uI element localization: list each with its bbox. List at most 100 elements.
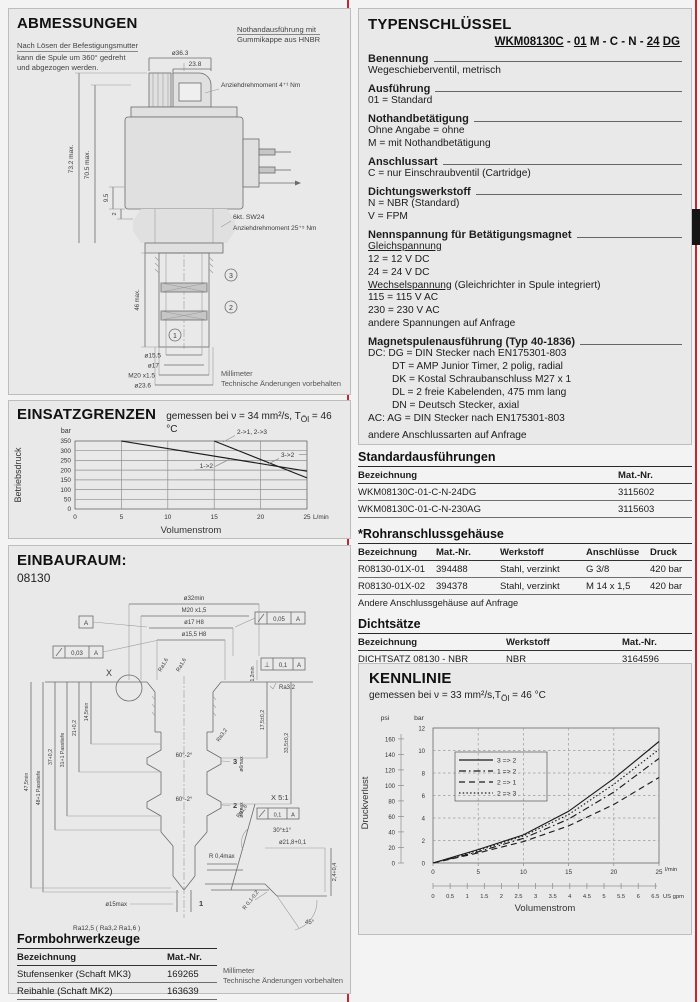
datum-ref: A [291,813,295,819]
dim-label: 2 [112,212,118,215]
section-title: EINBAURAUM: [17,552,127,569]
grid [433,728,659,863]
code-section-line: 115 = 115 V AC [368,292,439,304]
perpendicularity-symbol: ⊥ [264,662,270,669]
note-line: kann die Spule um 360° gedreht [17,51,139,62]
cell: 169265 [167,965,217,983]
port-number: 3 [229,273,233,280]
table-row: R08130-01X-01 394488 Stahl, verzinkt G 3… [358,560,692,578]
cartridge-length-dimension: 46 max. [135,252,159,348]
code-section-line: DT = AMP Junior Timer, 2 polig, radial [392,361,563,373]
dim-label: 21+0,2 [72,720,78,736]
datum-label: A [84,620,89,627]
curve-label: 3->2 [281,452,295,459]
detail-marker: X [106,668,112,678]
code-section-heading: Magnetspulenausführung (Typ 40-1836) [368,336,575,349]
psi-axis: 160 140 120 100 80 60 40 20 0 [385,734,404,868]
code-section-line: Ohne Angabe = ohne [368,124,465,136]
y-unit-psi: psi [381,715,390,722]
manual-override [148,72,212,108]
tick-label: 6 [637,894,640,900]
port-number: 3 [233,757,237,766]
tick-label: 10 [164,514,172,521]
page-edge-red-rule [695,0,697,1002]
table-title: Standardausführungen [358,450,692,467]
grid [75,441,307,509]
code-section-line: Gleichspannung [368,240,442,252]
table-row: Reibahle (Schaft MK2) 163639 [17,982,217,1000]
einsatzgrenzen-chart: bar Betriebsdruck 350 300 250 200 150 10… [13,428,329,536]
section-title: KENNLINIE [369,670,452,687]
col-header: Werkstoff [506,634,622,651]
tolerance-frame-003: 0,03 A [52,639,160,659]
dim-label: ø23.6 [134,383,151,390]
legend-label: 2 => 1 [497,780,516,787]
code-section-line: (Gleichrichter in Spule integriert) [451,279,601,291]
port-numbers: 3 2 1 [199,757,237,908]
cell: 163639 [167,982,217,1000]
curve-labels: 2->1, 2->3 3->2 1->2 [195,429,307,471]
cell: 394488 [436,560,500,578]
col-header: Werkstoff [500,544,586,561]
port-markers: 3 2 1 [168,268,238,342]
code-section-nothandbetaetigung: Nothandbetätigung Ohne Angabe = ohne M =… [368,113,682,151]
tick-label: 100 [60,487,71,494]
x-axis-label: Volumenstrom [161,525,222,536]
dim-label: ø21,8+0,1 [279,840,307,846]
col-header: Mat.-Nr. [622,634,692,651]
bar-axis: 12 10 8 6 4 2 0 [418,726,425,867]
left-dimension-chain: 47,5min 48+1 Passtiefe 37+0,2 31+1 Passt… [24,682,179,893]
top-dimensions: ø32min M20 x1,5 ø17 H8 ø15,5 H8 [128,595,260,680]
tick-label: 300 [60,448,71,455]
table-row: Stufensenker (Schaft MK3) 169265 [17,965,217,983]
hex-label: 6kt. SW24 [233,214,265,221]
tick-label: 150 [60,477,71,484]
cell: WKM08130C-01-C-N-24DG [358,483,618,501]
tick-label: 4 [422,816,426,822]
torque-label: Anziehdrehmoment 4⁺¹ Nm [221,82,300,89]
code-section-heading: Anschlussart [368,155,438,168]
rohranschlussgehaeuse: *Rohranschlussgehäuse Bezeichnung Mat.-N… [358,527,692,608]
code-section-line: V = FPM [368,210,408,222]
code-section-ausfuehrung: Ausführung 01 = Standard [368,83,682,108]
typenschluessel-panel: TYPENSCHLÜSSEL WKM08130C - 01 M - C - N … [358,8,692,445]
angle-label: 45° [305,920,315,926]
tick-label: 50 [64,497,72,504]
col-header: Bezeichnung [358,467,618,484]
footnote-line: Millimeter [221,369,253,378]
code-section-line: 01 = Standard [368,94,433,106]
dim-label: 9.5 [104,193,110,202]
x-unit: L/min [313,514,329,521]
tick-label: 40 [388,830,395,836]
section-title: ABMESSUNGEN [17,15,138,32]
tick-label: 0 [431,869,435,876]
formbohrwerkzeuge: Formbohrwerkzeuge Bezeichnung Mat.-Nr. S… [17,932,217,1000]
code-section-line: N = NBR (Standard) [368,197,460,209]
dim-label: R 0,4max [209,854,235,860]
tick-label: 15 [211,514,219,521]
angle-label: 60°-2° [176,797,193,803]
dim-label: 1,2min [250,666,256,681]
tolerance-value: 0,03 [71,651,83,657]
formbohr-table: Bezeichnung Mat.-Nr. Stufensenker (Schaf… [17,949,217,1000]
tick-label: 3.5 [549,894,557,900]
dim-label: 47,5min [24,773,30,792]
legend: 3 => 2 1 => 2 2 => 1 2 => 3 [454,751,548,802]
code-section-line: DN = Deutsch Stecker, axial [392,400,520,412]
surface-finish: Ra3,2 [216,728,229,743]
dim-label: ø36.3 [172,50,189,57]
tick-label: 6 [422,794,426,800]
tick-label: 140 [385,753,396,759]
code-section-heading: Nennspannung für Betätigungsmagnet [368,228,572,241]
cavity-drawing: ø32min M20 x1,5 ø17 H8 ø15,5 H8 A 0,05 A… [24,595,338,932]
x-unit: l/min [665,867,677,873]
detail-title: X 5:1 [271,793,289,802]
tick-label: 1.5 [480,894,488,900]
code-section-heading: Benennung [368,53,429,65]
code-section-line: AC: AG = DIN Stecker nach EN175301-803 [368,413,565,425]
surface-finish-summary: Ra12,5 ( Ra3,2 Ra1,6 ) [73,925,140,932]
dim-label: ø15max [105,902,127,908]
col-header: Mat.-Nr. [618,467,692,484]
tick-label: 1 [466,894,469,900]
col-header: Anschlüsse [586,544,650,561]
